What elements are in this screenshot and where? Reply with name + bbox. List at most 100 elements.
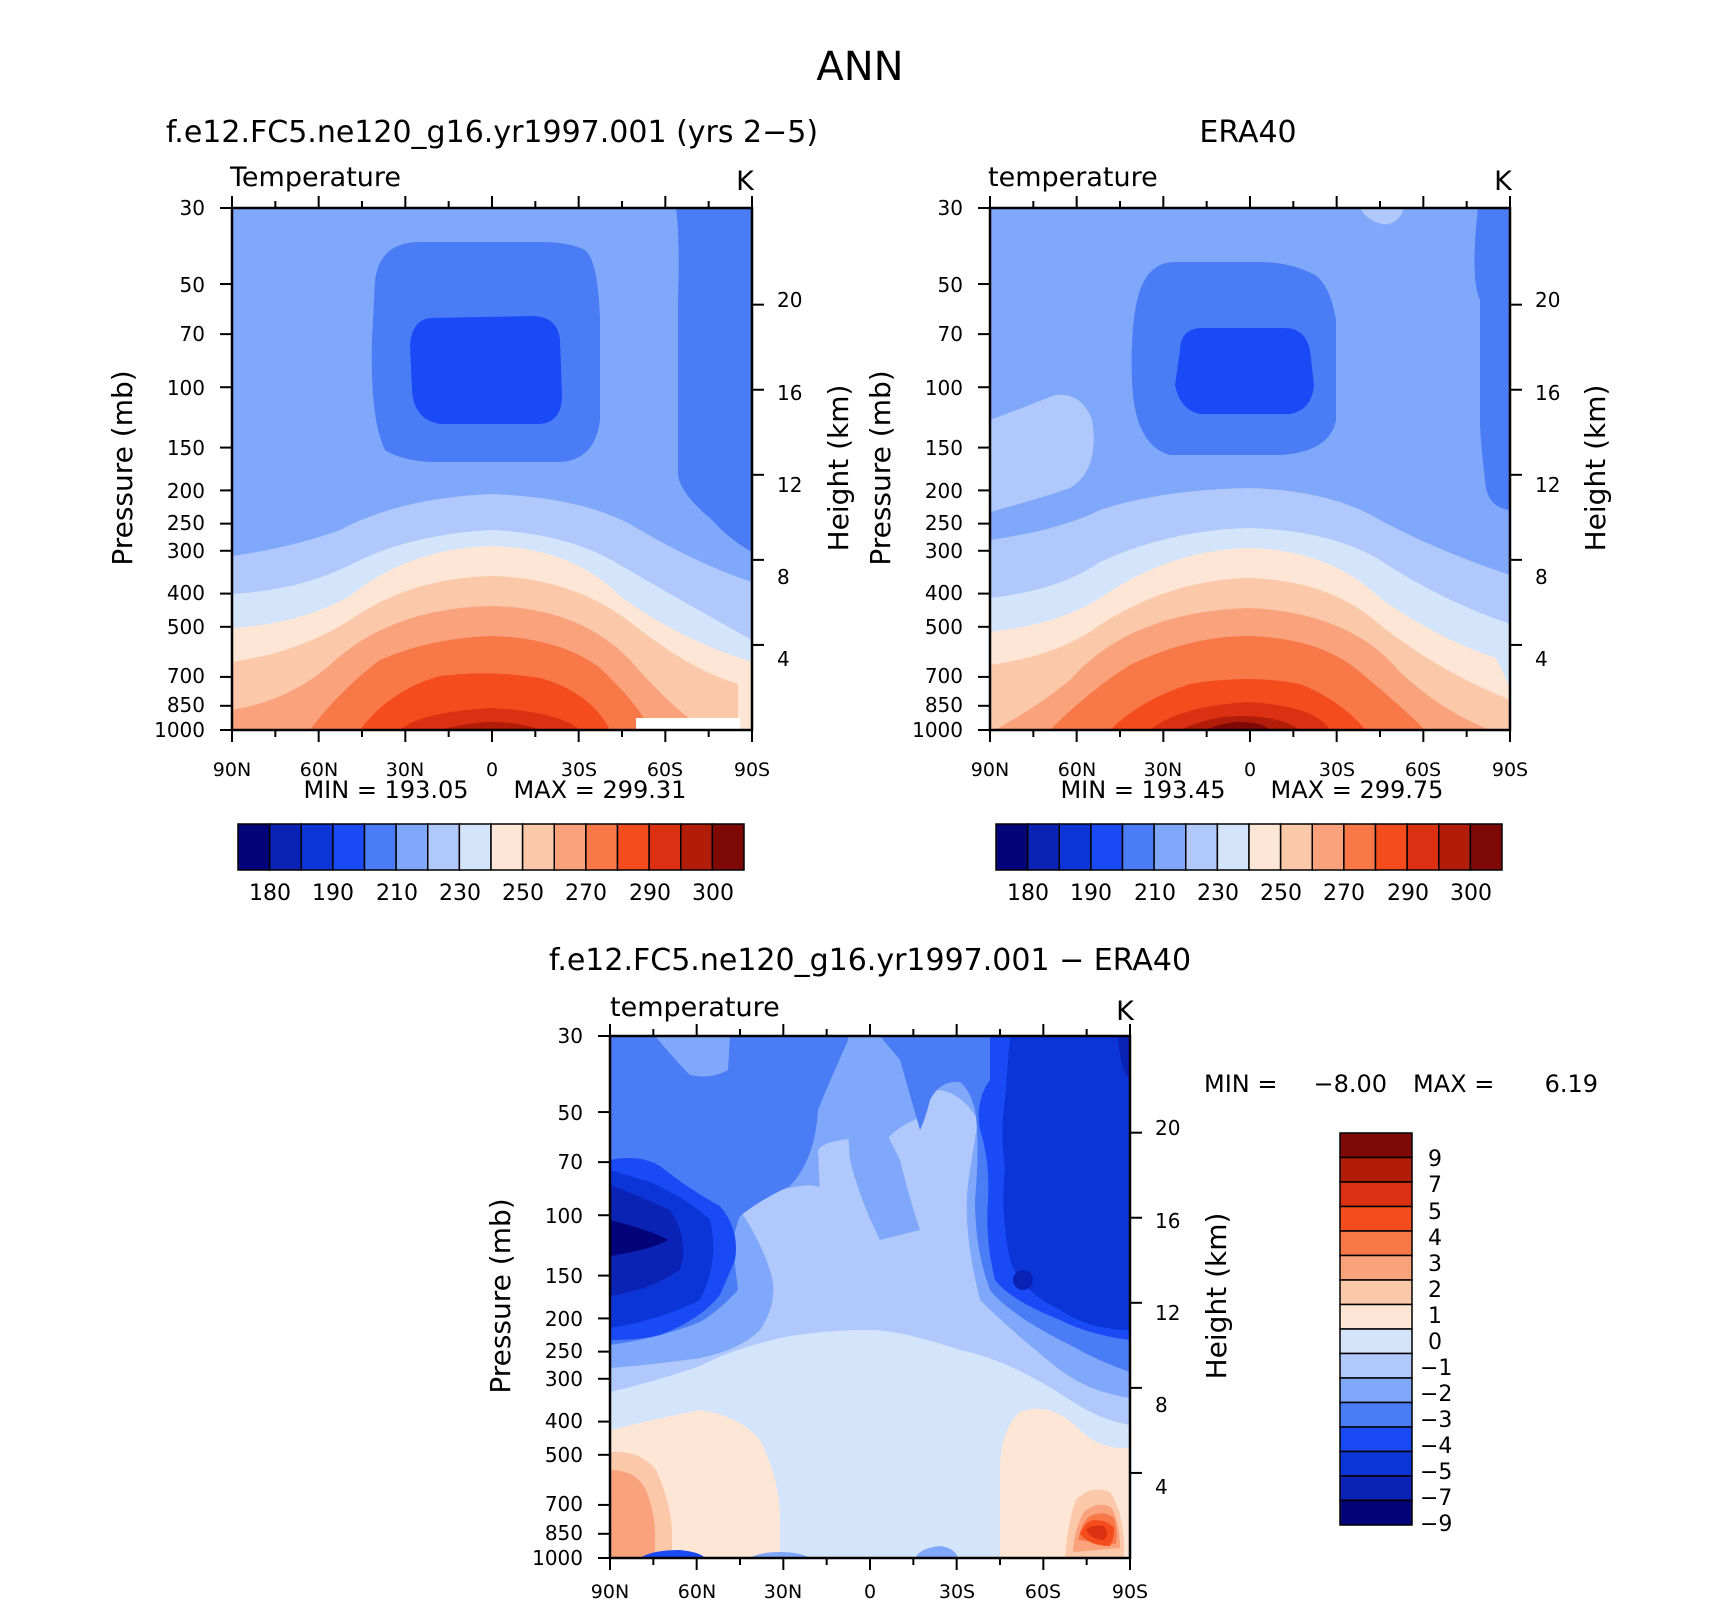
y-tick-label: 250 (167, 511, 205, 535)
units-label: K (1116, 996, 1135, 1027)
x-tick-label: 30S (939, 1581, 975, 1600)
x-tick-label: 90S (1492, 759, 1528, 781)
y-tick-label: 1000 (532, 1546, 583, 1570)
max-value: 6.19 (1545, 1070, 1598, 1098)
colorbar (237, 823, 745, 871)
colorbar-cell (1339, 1279, 1413, 1306)
contour-band-max (1205, 722, 1270, 730)
contour-band-neg4-neg3 (610, 1036, 770, 1165)
height-ticks (1510, 303, 1522, 646)
colorbar-label: 190 (1070, 881, 1112, 906)
y2-axis-label: Height (km) (822, 385, 855, 552)
contour-band-neg3-neg2 (847, 1036, 920, 1240)
y-ticks (220, 207, 232, 731)
y-tick-label: 400 (167, 581, 205, 605)
colorbar (995, 823, 1503, 871)
contour-field (610, 1036, 1130, 1558)
colorbar-label: −3 (1420, 1408, 1452, 1433)
y-tick-label: 850 (925, 693, 963, 717)
height-tick-label: 16 (777, 381, 802, 405)
colorbar-cell (1185, 823, 1219, 871)
y-tick-label: 200 (167, 479, 205, 503)
contour-band-min (610, 1220, 668, 1256)
height-tick-label: 20 (1155, 1116, 1180, 1140)
colorbar-label: 250 (1260, 881, 1302, 906)
x-tick-label: 90N (971, 759, 1009, 781)
colorbar-cell (1090, 823, 1124, 871)
y-tick-label: 50 (180, 273, 205, 297)
y-tick-label: 150 (545, 1264, 583, 1288)
contour-band-230 (990, 394, 1094, 512)
contour-band-200 (1175, 328, 1314, 414)
colorbar-cell (1339, 1426, 1413, 1453)
colorbar-label: 5 (1428, 1200, 1442, 1225)
y-tick-label: 70 (938, 322, 963, 346)
colorbar-cell (1121, 823, 1155, 871)
contour-band-210 (676, 208, 752, 552)
colorbar-cell (1339, 1132, 1413, 1159)
x-tick-label: 30S (1319, 759, 1355, 781)
colorbar-cell (1374, 823, 1408, 871)
height-tick-label: 20 (1535, 288, 1560, 312)
colorbar-label: 180 (1007, 881, 1049, 906)
colorbar-cell (1339, 1475, 1413, 1502)
x-tick-label: 90N (213, 759, 251, 781)
y-tick-label: 500 (545, 1443, 583, 1467)
units-label: K (736, 166, 755, 197)
colorbar-label: 210 (376, 881, 418, 906)
page-title: ANN (816, 44, 903, 90)
colorbar-label: 2 (1428, 1278, 1442, 1303)
y-tick-label: 100 (925, 376, 963, 400)
y2-axis-label: Height (km) (1200, 1213, 1233, 1380)
contour-field (990, 208, 1510, 730)
y-tick-label: 50 (938, 273, 963, 297)
height-tick-label: 4 (1155, 1475, 1168, 1499)
colorbar-cell (616, 823, 650, 871)
colorbar-label: 190 (312, 881, 354, 906)
height-ticks (752, 303, 764, 646)
x-tick-label: 30N (386, 759, 424, 781)
x-tick-label: 90S (734, 759, 770, 781)
colorbar-cell (1311, 823, 1345, 871)
colorbar-label: 270 (565, 881, 607, 906)
height-tick-label: 8 (1535, 565, 1548, 589)
min-label: MIN = 193.45 (1060, 776, 1225, 804)
colorbar-cell (332, 823, 366, 871)
y-ticks (598, 1035, 610, 1559)
colorbar-label: 4 (1428, 1226, 1442, 1251)
y-tick-label: 700 (925, 664, 963, 688)
max-label: MAX = 299.75 (1271, 776, 1444, 804)
y-ticks (978, 207, 990, 731)
colorbar-cell (1406, 823, 1440, 871)
colorbar-cell (1339, 1156, 1413, 1183)
colorbar-label: 290 (629, 881, 671, 906)
height-tick-label: 16 (1535, 381, 1560, 405)
variable-label: temperature (610, 992, 780, 1023)
colorbar-cell (1153, 823, 1187, 871)
contour-band-neg5-neg4 (640, 1550, 705, 1558)
contour-band-300 (440, 722, 540, 730)
colorbar-cell (521, 823, 555, 871)
colorbar-label: 300 (1450, 881, 1492, 906)
y-tick-label: 850 (167, 693, 205, 717)
contour-band-2-3 (610, 1470, 656, 1558)
colorbar-cell (1339, 1303, 1413, 1330)
colorbar-cell (1339, 1205, 1413, 1232)
colorbar-label: 270 (1323, 881, 1365, 906)
panel-difference: f.e12.FC5.ne120_g16.yr1997.001 − ERA40 t… (484, 943, 1598, 1600)
colorbar-cell (1343, 823, 1377, 871)
contour-band-neg9-neg7 (1013, 1270, 1033, 1290)
x-tick-label: 90N (591, 1581, 629, 1600)
colorbar-label: 0 (1428, 1330, 1442, 1355)
y-tick-label: 850 (545, 1521, 583, 1545)
x-tick-label: 0 (864, 1581, 876, 1600)
y2-axis-label: Height (km) (1579, 385, 1612, 552)
height-tick-label: 4 (777, 647, 790, 671)
x-tick-label: 0 (486, 759, 498, 781)
y-tick-label: 100 (167, 376, 205, 400)
height-tick-label: 8 (777, 565, 790, 589)
colorbar-cell (1279, 823, 1313, 871)
colorbar-cell (237, 823, 271, 871)
contour-band-neg9-neg7 (1118, 1036, 1130, 1080)
